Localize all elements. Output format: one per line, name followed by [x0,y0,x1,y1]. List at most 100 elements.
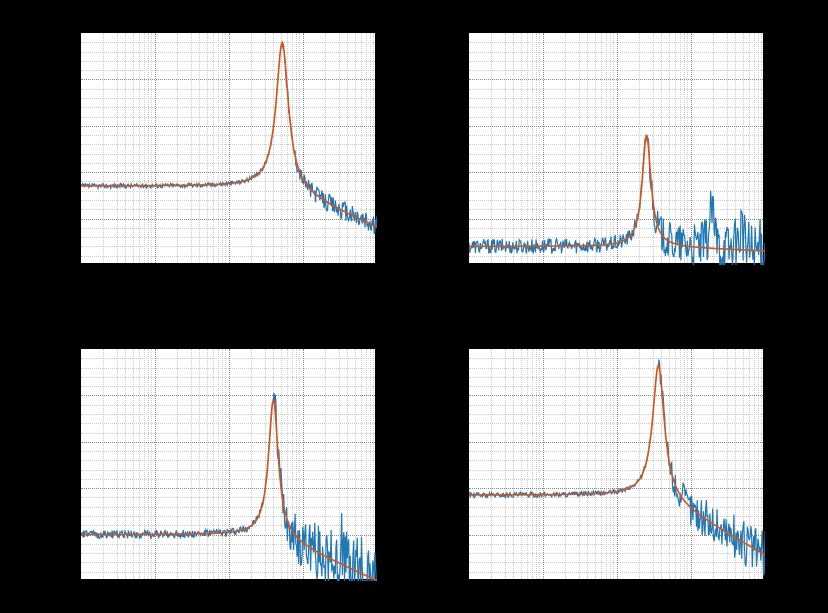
grid-minor-h [81,572,375,573]
grid-major-h [81,488,375,489]
grid-major-h [469,79,763,80]
grid-minor-h [469,497,763,498]
grid-minor-h [469,200,763,201]
grid-minor-h [469,460,763,461]
grid-minor-h [469,163,763,164]
grid-major-h [81,172,375,173]
grid-major-h [81,126,375,127]
grid-major-h [469,126,763,127]
panel-top-right [468,32,764,264]
panel-bottom-left [80,348,376,580]
grid-minor-h [469,405,763,406]
grid-minor-h [81,433,375,434]
grid-minor-h [469,117,763,118]
grid-minor-h [469,98,763,99]
grid-minor-h [469,144,763,145]
grid-minor-h [469,553,763,554]
grid-minor-h [469,154,763,155]
grid-minor-h [469,423,763,424]
grid-minor-h [469,181,763,182]
grid-minor-h [469,507,763,508]
grid-minor-h [469,470,763,471]
grid-major-h [81,395,375,396]
grid-minor-h [469,544,763,545]
grid-minor-h [81,246,375,247]
grid-minor-h [81,386,375,387]
grid-minor-h [81,107,375,108]
grid-minor-h [81,191,375,192]
grid-minor-h [81,135,375,136]
grid-minor-h [81,479,375,480]
grid-minor-h [469,368,763,369]
grid-minor-h [81,228,375,229]
grid-minor-h [81,163,375,164]
grid-minor-h [81,52,375,53]
grid-minor-h [469,246,763,247]
grid-minor-h [81,209,375,210]
grid-minor-h [81,237,375,238]
grid-minor-h [81,200,375,201]
grid-minor-h [81,98,375,99]
grid-minor-h [81,256,375,257]
grid-minor-h [81,61,375,62]
grid-minor-h [81,460,375,461]
grid-minor-h [469,228,763,229]
panel-top-left [80,32,376,264]
grid-minor-h [469,209,763,210]
grid-minor-h [81,516,375,517]
grid-minor-h [81,405,375,406]
grid-minor-h [81,70,375,71]
grid-major-h [469,442,763,443]
grid-minor-h [469,377,763,378]
grid-minor-h [469,433,763,434]
grid-minor-h [469,572,763,573]
grid-minor-h [469,562,763,563]
grid-minor-h [81,544,375,545]
grid-minor-h [469,516,763,517]
grid-minor-h [81,451,375,452]
grid-minor-h [81,117,375,118]
grid-minor-h [81,525,375,526]
grid-minor-h [469,107,763,108]
grid-minor-h [81,470,375,471]
grid-minor-h [81,562,375,563]
grid-minor-h [469,191,763,192]
grid-minor-h [81,154,375,155]
grid-major-h [81,442,375,443]
grid-minor-h [81,507,375,508]
grid-minor-h [469,135,763,136]
grid-minor-h [469,70,763,71]
grid-minor-h [469,61,763,62]
panel-bottom-right [468,348,764,580]
grid-minor-h [469,479,763,480]
grid-minor-h [469,256,763,257]
grid-minor-h [469,52,763,53]
grid-minor-h [469,89,763,90]
grid-minor-h [81,89,375,90]
grid-minor-h [469,451,763,452]
grid-minor-h [81,181,375,182]
grid-major-h [469,488,763,489]
grid-minor-h [469,42,763,43]
grid-major-h [469,219,763,220]
grid-major-h [81,79,375,80]
grid-major-h [81,535,375,536]
grid-minor-h [469,525,763,526]
grid-minor-h [81,358,375,359]
grid-major-h [469,535,763,536]
grid-minor-h [81,42,375,43]
grid-minor-h [469,414,763,415]
grid-major-h [81,219,375,220]
grid-minor-h [81,368,375,369]
grid-minor-h [81,553,375,554]
grid-minor-h [469,237,763,238]
grid-major-h [469,395,763,396]
chart-grid [8,8,820,605]
grid-minor-h [81,423,375,424]
grid-minor-h [81,377,375,378]
grid-major-h [469,172,763,173]
grid-minor-h [469,358,763,359]
grid-minor-h [81,144,375,145]
grid-minor-h [81,414,375,415]
grid-minor-h [81,497,375,498]
